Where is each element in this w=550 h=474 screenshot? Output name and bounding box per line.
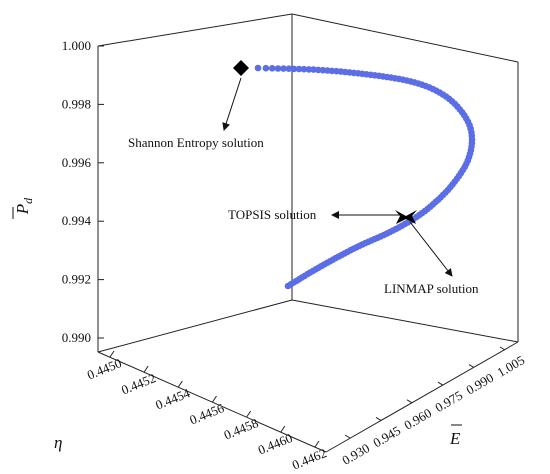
- eta-tick-mark: [280, 425, 286, 433]
- svg-text:Pd: Pd: [13, 197, 35, 215]
- z-axis-ticks: 0.990 0.992 0.994 0.996 0.998 1.000: [62, 38, 104, 345]
- topsis-label: TOPSIS solution: [228, 207, 317, 222]
- e-tick-mark: [375, 416, 382, 421]
- z-axis-title-base: P: [13, 204, 32, 215]
- eta-tick-label: 0.4452: [119, 370, 158, 397]
- linmap-arrow: [409, 221, 453, 277]
- right-top-edge: [291, 13, 519, 63]
- eta-tick-label: 0.4454: [153, 385, 192, 412]
- e-tick-label: 0.975: [432, 387, 465, 415]
- e-tick-mark: [344, 434, 351, 439]
- z-tick-label: 0.992: [62, 272, 91, 287]
- e-axis-line: [325, 341, 519, 453]
- pareto-point: [284, 282, 292, 290]
- z-tick-label: 0.998: [62, 96, 91, 111]
- pareto-point: [285, 65, 293, 72]
- pareto-point: [280, 65, 287, 72]
- back-top-edge: [97, 13, 293, 47]
- eta-tick-mark: [143, 365, 149, 373]
- e-axis-title: E: [449, 429, 461, 448]
- z-tick-label: 1.000: [62, 38, 91, 53]
- pareto-point: [290, 65, 298, 73]
- e-tick-mark: [437, 381, 444, 386]
- eta-tick-mark: [212, 395, 217, 403]
- pareto-point: [295, 65, 303, 73]
- e-tick-label: 0.960: [401, 405, 434, 433]
- e-tick-label: 0.945: [370, 423, 403, 451]
- eta-tick-label: 0.4450: [85, 355, 124, 382]
- eta-axis-ticks: 0.44500.44520.44540.44560.44580.44600.44…: [85, 350, 329, 472]
- eta-tick-label: 0.4460: [256, 430, 295, 457]
- eta-tick-mark: [177, 380, 183, 388]
- eta-axis-line: [97, 351, 327, 453]
- z-tick-label: 0.994: [62, 213, 92, 228]
- eta-tick-label: 0.4458: [222, 415, 261, 442]
- linmap-label: LINMAP solution: [384, 281, 479, 296]
- pareto-point: [262, 64, 270, 72]
- z-axis-title: Pd: [12, 197, 35, 219]
- shannon-label: Shannon Entropy solution: [128, 135, 264, 150]
- e-tick-mark: [499, 346, 506, 351]
- z-axis-title-sub: d: [21, 197, 35, 204]
- floor-back-edge: [97, 299, 293, 353]
- eta-tick-mark: [246, 410, 252, 418]
- e-tick-label: 1.005: [494, 352, 527, 380]
- pareto-points: [254, 64, 476, 290]
- eta-tick-label: 0.4462: [290, 445, 329, 472]
- shannon-diamond-marker: [233, 60, 249, 76]
- eta-axis-title: η: [54, 433, 62, 452]
- linmap-star-marker: [395, 210, 417, 224]
- z-tick-label: 0.990: [62, 330, 91, 345]
- e-tick-mark: [468, 364, 475, 369]
- e-axis-title-group: E: [449, 424, 462, 448]
- shannon-arrow: [222, 77, 242, 131]
- floor-right-back-edge: [291, 299, 519, 343]
- plot-box: [97, 13, 519, 453]
- e-tick-mark: [406, 399, 413, 404]
- eta-tick-mark: [109, 350, 115, 358]
- z-tick-label: 0.996: [62, 155, 92, 170]
- pareto-point: [305, 66, 313, 73]
- eta-tick-label: 0.4456: [187, 400, 226, 427]
- pareto-point: [310, 66, 317, 73]
- pareto-point: [300, 65, 308, 73]
- eta-tick-mark: [314, 440, 320, 448]
- e-tick-label: 0.990: [463, 370, 496, 398]
- pareto-point: [268, 65, 276, 72]
- e-tick-label: 0.930: [339, 440, 372, 468]
- pareto-point: [274, 65, 282, 72]
- pareto-point: [254, 64, 262, 72]
